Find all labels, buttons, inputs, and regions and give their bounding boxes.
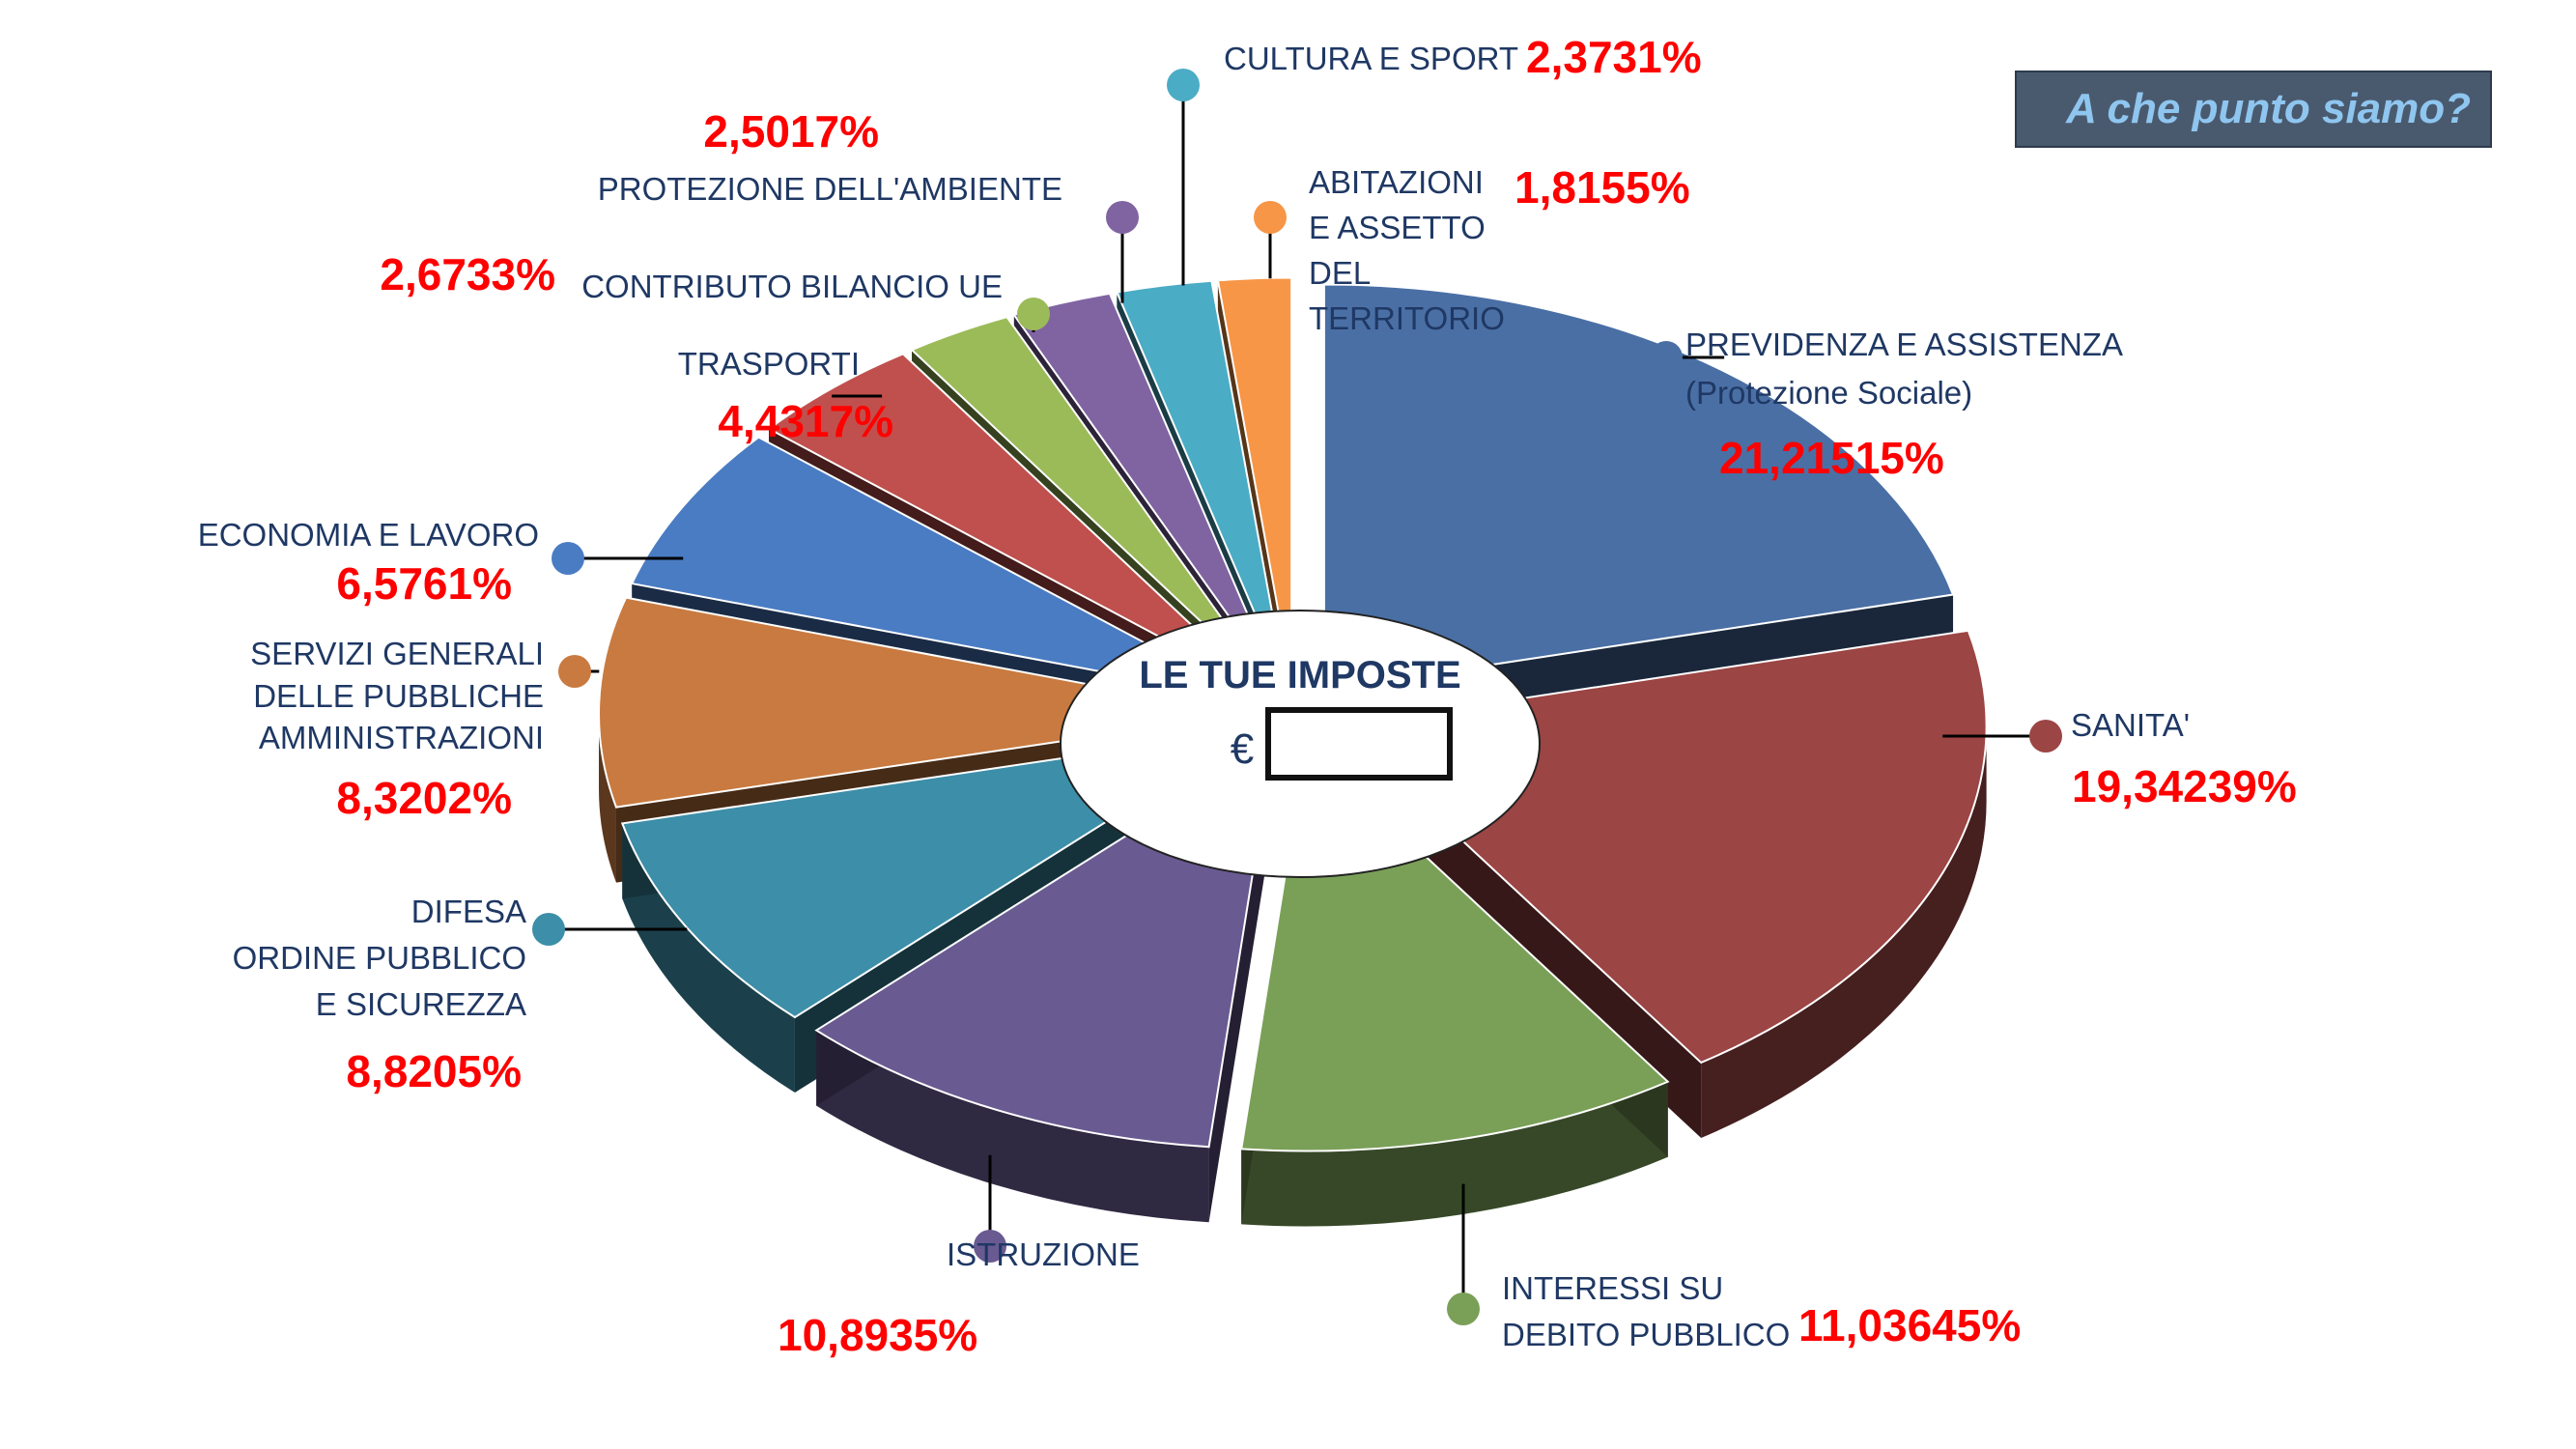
- category-label-previdenza: (Protezione Sociale): [1685, 375, 1972, 411]
- value-label-trasporti: 4,4317%: [718, 396, 893, 446]
- value-label-contributo-ue: 2,6733%: [380, 249, 555, 299]
- slice-cultura: [1115, 279, 1287, 685]
- section-badge: A che punto siamo?: [2015, 71, 2492, 148]
- category-label-servizi: AMMINISTRAZIONI: [259, 720, 544, 755]
- category-label-contributo-ue: CONTRIBUTO BILANCIO UE: [581, 269, 1003, 304]
- category-label-abitazioni: ABITAZIONI: [1309, 164, 1484, 200]
- center-badge: LE TUE IMPOSTE €: [1060, 610, 1541, 878]
- marker-dot-economia: [552, 542, 584, 575]
- marker-dot-previdenza: [1650, 341, 1683, 374]
- category-label-difesa: ORDINE PUBBLICO: [233, 940, 526, 976]
- category-label-economia: ECONOMIA E LAVORO: [198, 517, 539, 553]
- marker-dot-interessi: [1447, 1293, 1480, 1325]
- marker-dot-sanita: [2029, 720, 2062, 753]
- marker-dot-servizi: [558, 655, 591, 688]
- slice-economia: [630, 436, 1253, 701]
- category-label-servizi: SERVIZI GENERALI: [250, 636, 544, 671]
- category-label-difesa: E SICUREZZA: [316, 986, 526, 1022]
- marker-dot-istruzione: [974, 1230, 1006, 1263]
- slice-contributo-ue: [910, 315, 1272, 689]
- amount-input[interactable]: [1265, 707, 1453, 781]
- value-label-servizi: 8,3202%: [336, 773, 512, 823]
- value-label-previdenza: 21,21515%: [1719, 433, 1944, 483]
- category-label-abitazioni: E ASSETTO: [1309, 210, 1486, 245]
- slice-servizi: [598, 596, 1247, 809]
- slice-side-difesa: [622, 823, 795, 1094]
- category-label-abitazioni: DEL: [1309, 255, 1371, 291]
- value-label-economia: 6,5761%: [336, 558, 512, 609]
- value-label-sanita: 19,34239%: [2072, 761, 2297, 811]
- marker-dot-abitazioni: [1254, 201, 1287, 234]
- slice-labels: PREVIDENZA E ASSISTENZA (Protezione Socia…: [198, 32, 2297, 1360]
- category-label-trasporti: TRASPORTI: [678, 346, 860, 382]
- marker-dot-ambiente: [1106, 201, 1139, 234]
- slice-side-servizi: [599, 714, 616, 883]
- category-label-interessi: INTERESSI SU: [1502, 1270, 1723, 1306]
- marker-dot-contributo-ue: [1017, 298, 1050, 330]
- value-label-abitazioni: 1,8155%: [1514, 162, 1690, 213]
- value-label-ambiente: 2,5017%: [703, 106, 879, 156]
- category-label-sanita: SANITA': [2071, 707, 2190, 743]
- marker-dot-trasporti: [882, 380, 915, 412]
- slice-side-sanita: [1701, 725, 1987, 1138]
- slice-abitazioni: [1216, 276, 1293, 684]
- value-label-istruzione: 10,8935%: [778, 1310, 977, 1360]
- currency-symbol: €: [1231, 725, 1254, 773]
- category-label-ambiente: PROTEZIONE DELL'AMBIENTE: [598, 171, 1062, 207]
- slice-ambiente: [1012, 292, 1280, 686]
- slice-trasporti: [767, 353, 1263, 693]
- slice-previdenza: [1322, 283, 1955, 692]
- value-label-cultura: 2,3731%: [1526, 32, 1702, 82]
- category-label-cultura: CULTURA E SPORT: [1224, 41, 1518, 76]
- category-label-interessi: DEBITO PUBBLICO: [1502, 1317, 1790, 1352]
- value-label-interessi: 11,03645%: [1798, 1300, 2021, 1350]
- slice-side-istruzione: [816, 1030, 1209, 1223]
- category-label-abitazioni: TERRITORIO: [1309, 300, 1505, 336]
- category-label-istruzione: ISTRUZIONE: [947, 1236, 1140, 1272]
- slice-side-interessi: [1241, 1081, 1668, 1227]
- category-label-servizi: DELLE PUBBLICHE: [253, 678, 544, 714]
- marker-dot-cultura: [1167, 69, 1200, 101]
- category-label-previdenza: PREVIDENZA E ASSISTENZA: [1685, 327, 2123, 362]
- value-label-difesa: 8,8205%: [346, 1046, 522, 1096]
- category-label-difesa: DIFESA: [411, 894, 526, 929]
- marker-dot-difesa: [532, 913, 565, 946]
- center-title: LE TUE IMPOSTE: [1139, 654, 1460, 696]
- badge-text: A che punto siamo?: [2066, 85, 2471, 132]
